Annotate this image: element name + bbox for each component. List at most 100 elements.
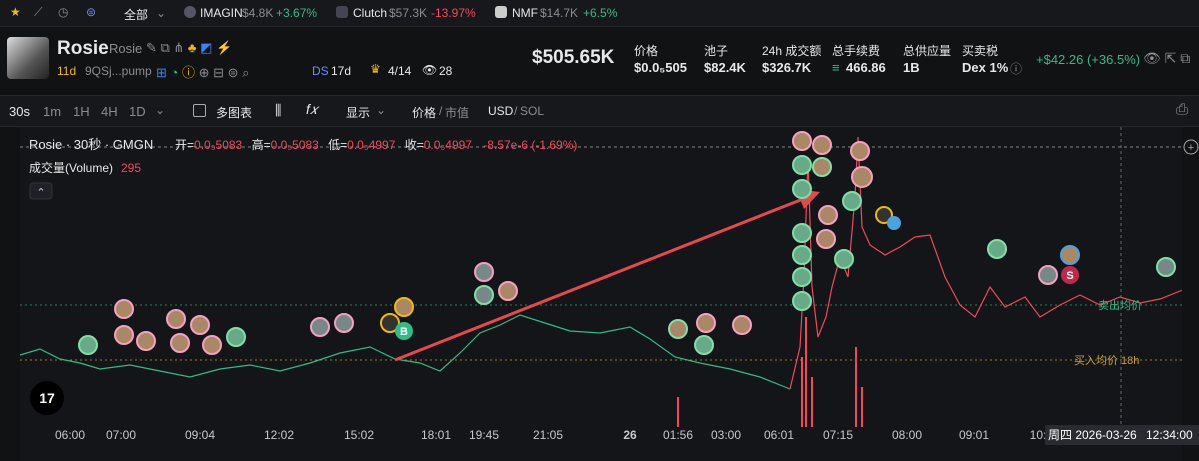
x-label: 15:02 [344,428,374,442]
stat-label: 总供应量 [903,44,952,58]
filter[interactable]: 全部 [124,8,149,22]
x-label: 07:15 [823,428,853,442]
volume-value: 295 [121,161,141,175]
crown-icon: ♛ [370,62,381,76]
crosshair-date: 周四 2026-03-26 [1048,428,1137,442]
tv-logo[interactable] [30,381,64,415]
stat-value: 1B [903,60,920,75]
price-toggle[interactable]: 价格 [412,106,437,120]
token-icon [184,6,196,18]
checkbox[interactable] [193,104,206,117]
collapse-icon: ⌃ [36,187,45,199]
ohlc: 开=0.0₅5083 高=0.0₅5083 低=0.0₅4997 收=0.0₅4… [175,137,577,152]
tv-logo-text: 17 [39,390,55,406]
sell-marker-label: S [1066,270,1073,282]
add-button[interactable] [1183,139,1199,155]
watchers: 28 [439,64,453,78]
star-icon[interactable]: ★ [10,5,21,19]
chart-bg [0,127,1199,461]
caret[interactable]: ⌄ [155,103,166,117]
link-icons[interactable]: ⊞ ◔ ⓘ ⊕ ⊟ ⊜ ⌕ [156,65,250,80]
buy-avg-label: 买入均价 18h [1074,354,1139,367]
x-axis: 06:00 07:00 09:04 12:02 15:02 18:01 19:4… [55,428,1046,442]
stat-value: 466.86 [846,60,886,75]
interval[interactable]: 1m [43,104,62,119]
token-address[interactable]: 9QSj...pump [85,64,152,78]
stat-value: Dex 1% [962,60,1009,75]
stat-icon: ≡ [832,60,840,75]
ohlc-change: -8.57e-6 (-1.69%) [483,138,577,152]
display[interactable]: 显示 [346,106,371,120]
market-cap: $505.65K [532,47,615,68]
buy-marker [395,322,413,340]
x-label: 18:01 [421,428,451,442]
token-icon [495,6,507,18]
action-icons[interactable]: ✎ ⧉ ⋔ ♣ ◩ ⚡ [146,40,233,55]
x-label: 21:05 [533,428,563,442]
x-label: 09:01 [959,428,989,442]
ohlc-label: 开= [175,138,194,152]
crosshair-time: 12:34:00 [1146,428,1193,442]
stat-label: 价格 [634,44,659,58]
ticker-name[interactable]: IMAGIN [200,6,243,20]
ticker-change: +6.5% [583,6,618,20]
ds-label[interactable]: DS [312,64,329,78]
x-label: 10: [1030,428,1047,442]
collapse-button[interactable] [29,182,53,200]
stat-label: 24h 成交额 [762,44,822,58]
ohlc-label: 低= [328,138,347,152]
crown-count: 4/14 [388,64,412,78]
trade-avatars [78,131,1176,355]
ticker-mcap: $57.3K [389,6,428,20]
token-age: 11d [57,64,77,78]
ohlc-label: 高= [252,137,271,152]
ticker-mcap: $4.8K [242,6,274,20]
price-axis-strip [1182,127,1199,461]
ticker-name[interactable]: NMF [512,6,538,20]
caret[interactable]: ⌄ [376,103,387,117]
x-label: 19:45 [469,428,499,442]
stat-label: 池子 [704,44,729,58]
interval[interactable]: 1H [73,104,90,119]
chain-icon[interactable]: ⊜ [86,5,97,19]
candle-icon[interactable]: ⫼ [275,102,282,118]
ohlc-value: 0.0₅5083 [271,138,320,152]
ticker-change: +3.67% [276,6,318,20]
usd-toggle[interactable]: USD [488,104,514,118]
chart-icon[interactable]: ⟋ [34,5,43,19]
annotation-arrow [394,195,809,362]
stat-value: $82.4K [704,60,746,75]
sell-marker [1061,266,1079,284]
multi-chart[interactable]: 多图表 [216,106,253,120]
help-icon[interactable]: ⓘ [1010,62,1023,76]
legend-title: Rosie · 30秒 · GMGN [29,137,153,152]
ticker-bar: ★ ⟋ ◷ ⊜ 全部 ⌄ IMAGIN $4.8K +3.67% Clutch … [0,0,1199,27]
x-label: 06:01 [764,428,794,442]
mcap-toggle[interactable]: 市值 [445,106,470,120]
sol-toggle[interactable]: SOL [520,104,545,118]
interval[interactable]: 4H [101,104,118,119]
fx-icon[interactable]: f𝑥 [306,101,318,117]
x-label: 09:04 [185,428,215,442]
volume-label: 成交量(Volume) [29,160,113,175]
eye-icon: 👁 [422,63,438,77]
crosshair-label-bg [1045,425,1199,445]
history-icon[interactable]: ◷ [58,5,69,19]
x-label: 01:56 [663,428,693,442]
token-avatar [7,37,49,79]
chart-toolbar: 30s 1m 1H 4H 1D ⌄ 多图表 ⫼ f𝑥 显示 ⌄ 价格 / 市值 … [0,95,1199,127]
interval-active[interactable]: 30s [9,104,30,119]
ticker-name[interactable]: Clutch [353,6,388,20]
camera-icon[interactable]: ⎙ [1176,101,1189,118]
ohlc-value: 0.0₅4997 [347,138,396,152]
header-icons[interactable]: 👁 ⇱ ⧉ [1143,50,1191,66]
separator: / [439,104,443,118]
price-chart: B S 卖出均价 买入均价 18h Rosie · 30秒 · GMGN 开=0… [0,127,1199,461]
x-label: 03:00 [711,428,741,442]
sell-avg-label: 卖出均价 [1098,298,1142,312]
stat-label: 买卖税 [962,44,999,58]
token-name: Rosie [57,38,109,59]
ohlc-value: 0.0₅4997 [424,138,473,152]
interval[interactable]: 1D [129,104,146,119]
ticker-mcap: $14.7K [540,6,579,20]
